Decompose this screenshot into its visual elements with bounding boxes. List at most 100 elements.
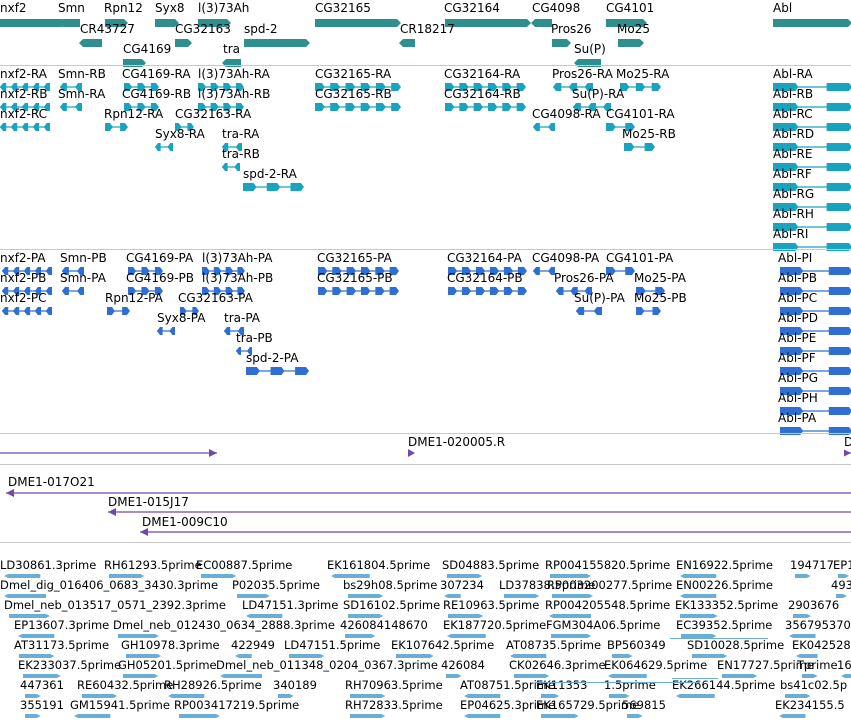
protein-glyph-smn-pb[interactable] [59,266,87,276]
est-glyph-rp003200277-5prime[interactable] [551,593,595,599]
est-glyph-gh05201-5prime[interactable] [122,673,160,679]
protein-glyph-cg32164-pb[interactable] [445,286,529,296]
est-label-re60432-5prime[interactable]: RE60432.5prime [77,678,174,692]
est-label-ek11353[interactable]: EK11353 [536,678,588,692]
protein-label-cg4101-pa[interactable]: CG4101-PA [606,251,674,265]
protein-glyph-abl-pd[interactable] [777,326,851,336]
est-label-sd10028-5prime[interactable]: SD10028.5prime [687,638,785,652]
protein-glyph-smn-pa[interactable] [59,286,87,296]
transcript-label-cg4098-ra[interactable]: CG4098-RA [532,107,601,121]
transcript-glyph-cg4098-ra[interactable] [530,122,558,132]
protein-glyph-mo25-pb[interactable] [633,306,663,316]
est-glyph-ek161804-5prime[interactable] [331,573,372,579]
est-glyph-re60432-5prime[interactable] [81,693,119,699]
protein-glyph-cg4169-pa[interactable] [125,266,165,276]
protein-label-smn-pb[interactable]: Smn-PB [60,251,107,265]
est-label-ek266144-5prime[interactable]: EK266144.5prime [672,678,776,692]
est-label-ld30861-3prime[interactable]: LD30861.3prime [0,558,97,572]
protein-glyph-nxf2-pb[interactable] [0,286,55,296]
transcript-glyph-smn-ra[interactable] [57,102,85,112]
transcript-label-cg32165-ra[interactable]: CG32165-RA [315,67,392,81]
protein-label-smn-pa[interactable]: Smn-PA [60,271,106,285]
clone-label-dme1-015j17[interactable]: DME1-015J17 [108,495,189,509]
clone-line-dme1-015j17[interactable] [106,507,851,517]
transcript-label-abl-rh[interactable]: Abl-RH [773,207,814,221]
est-label-307234[interactable]: 307234 [440,578,484,592]
transcript-glyph-spd-2-ra[interactable] [240,182,306,192]
protein-label-syx8-pa[interactable]: Syx8-PA [157,311,206,325]
transcript-label-abl-re[interactable]: Abl-RE [773,147,813,161]
protein-glyph-l-3-73ah-pa[interactable] [199,266,247,276]
gene-label-cg32164[interactable]: CG32164 [444,1,500,15]
protein-glyph-rpn12-pa[interactable] [104,306,132,316]
est-label-ek161804-5prime[interactable]: EK161804.5prime [327,558,431,572]
est-label-ep1[interactable]: EP1 [833,558,851,572]
protein-label-abl-pc[interactable]: Abl-PC [778,291,818,305]
est-glyph-gh10978-3prime[interactable] [125,653,163,659]
est-glyph-p02035-5prime[interactable] [236,593,272,599]
est-glyph-ek233037-5prime[interactable] [22,673,63,679]
est-label-426084[interactable]: 426084 [441,658,485,672]
transcript-label-cg4101-ra[interactable]: CG4101-RA [606,107,675,121]
transcript-label-smn-rb[interactable]: Smn-RB [58,67,106,81]
est-label-re10963-5prime[interactable]: RE10963.5prime [443,598,540,612]
protein-label-abl-pe[interactable]: Abl-PE [778,331,817,345]
gene-glyph-mo25[interactable] [615,38,646,48]
est-glyph-en17727-5prime[interactable] [721,673,759,679]
transcript-glyph-cg4169-rb[interactable] [121,102,161,112]
transcript-label-l-3-73ah-ra[interactable]: l(3)73Ah-RA [198,67,270,81]
protein-label-mo25-pb[interactable]: Mo25-PB [634,291,687,305]
est-label-bs41c02-5p[interactable]: bs41c02.5p [780,678,848,692]
est-glyph-bp560349[interactable] [611,653,635,659]
transcript-label-spd-2-ra[interactable]: spd-2-RA [243,167,297,181]
protein-glyph-abl-pe[interactable] [777,346,851,356]
est-label-ek233037-5prime[interactable]: EK233037.5prime [18,658,122,672]
est-label-3567953702[interactable]: 3567953702 [785,618,851,632]
protein-label-spd-2-pa[interactable]: spd-2-PA [246,351,299,365]
protein-label-abl-pg[interactable]: Abl-PG [778,371,819,385]
gene-label-smn[interactable]: Smn [58,1,85,15]
est-glyph-355191[interactable] [24,713,43,719]
est-glyph-fgm304a06-5prime[interactable] [550,633,593,639]
transcript-glyph-mo25-rb[interactable] [621,142,657,152]
gene-glyph-syx8[interactable] [152,18,181,28]
est-glyph-1-5prime[interactable] [608,693,632,699]
transcript-label-tra-ra[interactable]: tra-RA [222,127,260,141]
gene-label-rpn12[interactable]: Rpn12 [104,1,143,15]
est-label-ek064629-5prime[interactable]: EK064629.5prime [604,658,708,672]
est-glyph-426084[interactable] [445,673,464,679]
transcript-glyph-nxf2-rc[interactable] [0,122,53,132]
est-glyph-en16922-5prime[interactable] [680,573,718,579]
protein-label-cg32165-pb[interactable]: CG32165-PB [317,271,393,285]
est-label-ep13607-3prime[interactable]: EP13607.3prime [14,618,110,632]
transcript-glyph-abl-rd[interactable] [770,142,851,152]
est-glyph-422949[interactable] [235,653,254,659]
est-glyph-rh70963-5prime[interactable] [349,693,387,699]
est-glyph-dmel-neb-011348-0204-0367-3prime[interactable] [220,673,264,679]
est-glyph-194717[interactable] [794,573,813,579]
est-label-sd16102-5prime[interactable]: SD16102.5prime [343,598,441,612]
clone-line-dme1-020005-r[interactable] [406,448,416,458]
transcript-glyph-pros26-ra[interactable] [550,82,596,92]
gene-label-tra[interactable]: tra [223,42,240,56]
est-label-ek234155-5[interactable]: EK234155.5 [775,698,845,712]
transcript-label-syx8-ra[interactable]: Syx8-RA [155,127,205,141]
est-label-ld47151-5prime[interactable]: LD47151.5prime [284,638,381,652]
est-glyph-rh28926-5prime[interactable] [168,693,206,699]
est-label-569815[interactable]: 569815 [622,698,666,712]
gene-label-nxf2[interactable]: nxf2 [0,1,27,15]
est-label-at08751-5prime[interactable]: AT08751.5prime [460,678,556,692]
protein-label-nxf2-pa[interactable]: nxf2-PA [0,251,46,265]
clone-line-dme1-009c10[interactable] [138,527,851,537]
protein-label-mo25-pa[interactable]: Mo25-PA [634,271,686,285]
gene-glyph-cg32165[interactable] [312,18,403,28]
protein-label-abl-pi[interactable]: Abl-PI [778,251,813,265]
est-label-en16922-5prime[interactable]: EN16922.5prime [676,558,773,572]
protein-label-l-3-73ah-pa[interactable]: l(3)73Ah-PA [202,251,273,265]
gene-label-cg4169[interactable]: CG4169 [123,42,172,56]
est-label-ld37838-5prime[interactable]: LD37838.5prime [499,578,596,592]
est-label-ec00887-5prime[interactable]: EC00887.5prime [196,558,293,572]
est-glyph-bs29h08-5prime[interactable] [347,593,385,599]
est-glyph-ck02646-3prime[interactable] [513,673,551,679]
protein-label-nxf2-pc[interactable]: nxf2-PC [0,291,47,305]
